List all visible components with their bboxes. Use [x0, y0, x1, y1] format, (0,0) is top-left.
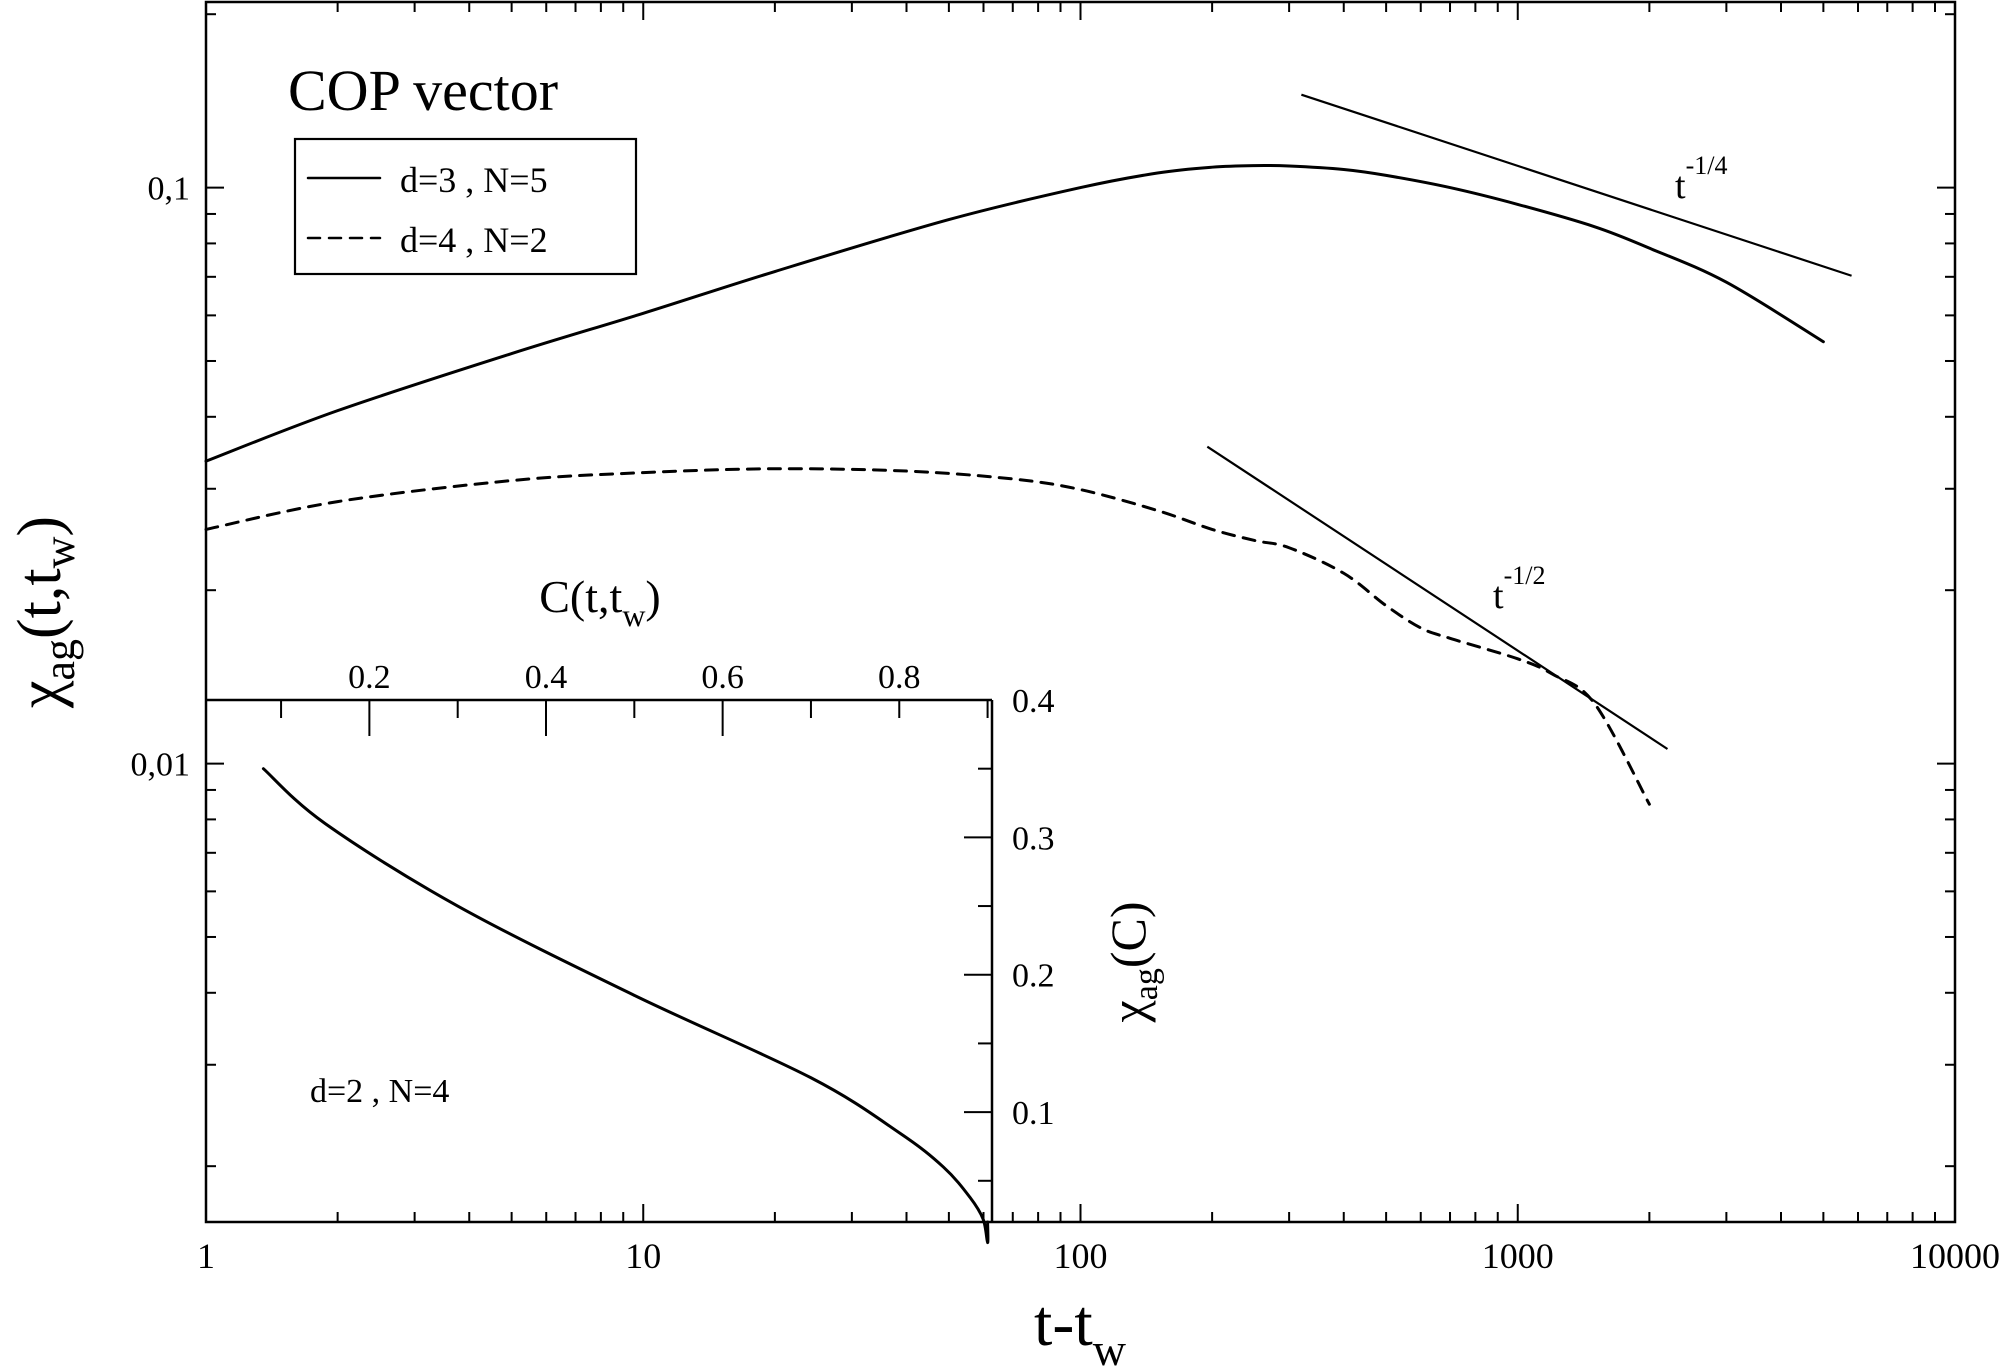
inset-y-axis-label-rest: (C) [1100, 902, 1156, 969]
inset-x-axis-label: C(t,tw) [539, 571, 661, 633]
main-y-tick-labels: 0,1 0,01 [131, 171, 191, 784]
main-guide-lines [1206, 93, 1852, 750]
main-x-tick-label: 100 [1054, 1236, 1108, 1276]
chart-title: COP vector [288, 58, 558, 123]
inset-series [261, 767, 990, 1245]
guide-line-1 [1301, 93, 1852, 277]
inset-x-axis-label-close: ) [645, 571, 660, 622]
main-series [204, 163, 1825, 806]
inset-x-tick-label: 0.8 [878, 659, 921, 696]
main-y-axis-label-sub2: w [35, 536, 84, 568]
main-x-axis-label: t-tw [1034, 1287, 1127, 1366]
main-x-tick-label: 10 [625, 1236, 661, 1276]
inset-y-tick-label: 0.1 [1012, 1095, 1055, 1132]
series-line-2 [204, 467, 1651, 806]
main-y-axis-label: χag(t,tw) [6, 516, 84, 709]
inset-y-axis-label: χag(C) [1100, 902, 1165, 1024]
inset-x-axis-label-main: C(t,t [539, 571, 622, 622]
inset-y-axis-label-chi: χ [1100, 1000, 1156, 1023]
guide-label-quarter-base: t [1675, 165, 1686, 207]
main-x-tick-label: 1000 [1482, 1236, 1554, 1276]
inset-y-ticks [964, 699, 992, 1182]
inset-x-tick-label: 0.4 [525, 659, 568, 696]
guide-label-quarter-exponent: -1/4 [1686, 151, 1728, 180]
main-y-tick-label: 0,1 [148, 171, 191, 208]
legend: d=3 , N=5 d=4 , N=2 [293, 137, 638, 276]
inset-x-tick-label: 0.6 [701, 659, 744, 696]
inset-x-axis-label-sub: w [622, 597, 645, 633]
inset-y-axis-label-sub: ag [1128, 968, 1165, 1000]
series-line-1 [204, 163, 1825, 463]
main-y-tick-label: 0,01 [131, 747, 191, 784]
main-x-tick-label: 1 [197, 1236, 215, 1276]
main-y-axis-label-rest: (t,t [6, 568, 74, 639]
guide-label-half-exponent: -1/2 [1504, 561, 1546, 590]
main-chart: 1 10 100 1000 10000 0,1 0,01 COP vector d=3 ,… [6, 0, 2000, 1366]
inset-y-tick-labels: 0.1 0.2 0.3 0.4 [1012, 683, 1055, 1132]
legend-box [293, 137, 638, 276]
main-x-axis-label-main: t-t [1034, 1287, 1093, 1360]
main-x-ticks [205, 2, 1956, 1222]
guide-line-2 [1206, 445, 1669, 750]
main-x-axis-label-sub: w [1093, 1324, 1127, 1366]
legend-label-series-1: d=3 , N=5 [400, 160, 548, 200]
main-x-tick-label: 10000 [1910, 1236, 2000, 1276]
inset-x-tick-label: 0.2 [348, 659, 391, 696]
main-y-ticks [206, 13, 1955, 1168]
inset-x-tick-labels: 0.2 0.4 0.6 0.8 [348, 659, 920, 696]
inset-y-tick-label: 0.3 [1012, 820, 1055, 857]
main-x-tick-labels: 1 10 100 1000 10000 [197, 1236, 2000, 1276]
main-y-axis-label-close: ) [6, 516, 74, 537]
guide-label-half: t-1/2 [1493, 561, 1545, 617]
inset-x-ticks [280, 700, 989, 736]
main-y-axis-label-chi: χ [6, 680, 74, 709]
inset-y-tick-label: 0.4 [1012, 683, 1055, 720]
inset-annotation: d=2 , N=4 [310, 1073, 449, 1110]
main-y-axis-label-sub: ag [35, 639, 84, 681]
inset-series-line-1 [261, 767, 990, 1245]
inset-chart: 0.2 0.4 0.6 0.8 0.1 0.2 0.3 0.4 C(t,tw) χag(C)… [206, 571, 1165, 1245]
guide-label-quarter: t-1/4 [1675, 151, 1727, 207]
inset-y-tick-label: 0.2 [1012, 958, 1055, 995]
guide-label-half-base: t [1493, 575, 1504, 617]
legend-label-series-2: d=4 , N=2 [400, 220, 548, 260]
